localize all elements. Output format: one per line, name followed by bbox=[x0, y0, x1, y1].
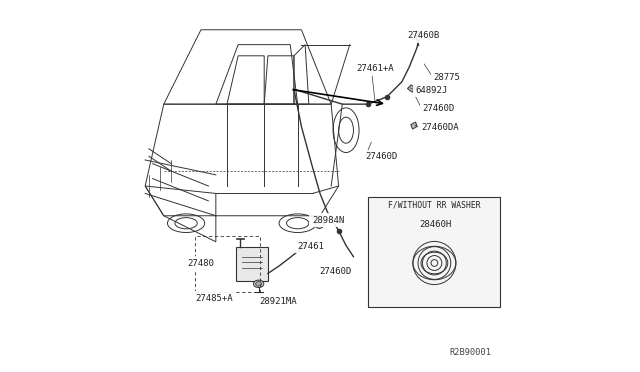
Text: 27460D: 27460D bbox=[365, 153, 398, 161]
Ellipse shape bbox=[255, 282, 262, 286]
Text: 28775: 28775 bbox=[433, 73, 460, 81]
Text: 27460DA: 27460DA bbox=[421, 123, 459, 132]
Text: 64892J: 64892J bbox=[415, 86, 448, 94]
Bar bbox=[236, 247, 268, 281]
Bar bbox=[369, 197, 500, 307]
Text: 28921MA: 28921MA bbox=[260, 297, 298, 306]
Circle shape bbox=[315, 219, 324, 228]
Text: 27460D: 27460D bbox=[319, 267, 351, 276]
Polygon shape bbox=[415, 31, 420, 36]
Text: 27460B: 27460B bbox=[408, 31, 440, 40]
Text: 28984N: 28984N bbox=[312, 216, 344, 225]
Polygon shape bbox=[411, 122, 417, 129]
Text: F/WITHOUT RR WASHER: F/WITHOUT RR WASHER bbox=[388, 201, 481, 210]
Bar bbox=[195, 236, 260, 292]
Polygon shape bbox=[301, 243, 307, 249]
Ellipse shape bbox=[253, 280, 264, 288]
Polygon shape bbox=[408, 85, 415, 92]
Text: 28460H: 28460H bbox=[419, 220, 451, 229]
Text: R2B90001: R2B90001 bbox=[449, 348, 491, 357]
Text: 27460D: 27460D bbox=[422, 104, 454, 113]
Text: 27480: 27480 bbox=[187, 259, 214, 268]
Text: 27461+A: 27461+A bbox=[356, 64, 394, 73]
Text: 27461: 27461 bbox=[297, 242, 324, 251]
Text: 27485+A: 27485+A bbox=[195, 294, 233, 303]
